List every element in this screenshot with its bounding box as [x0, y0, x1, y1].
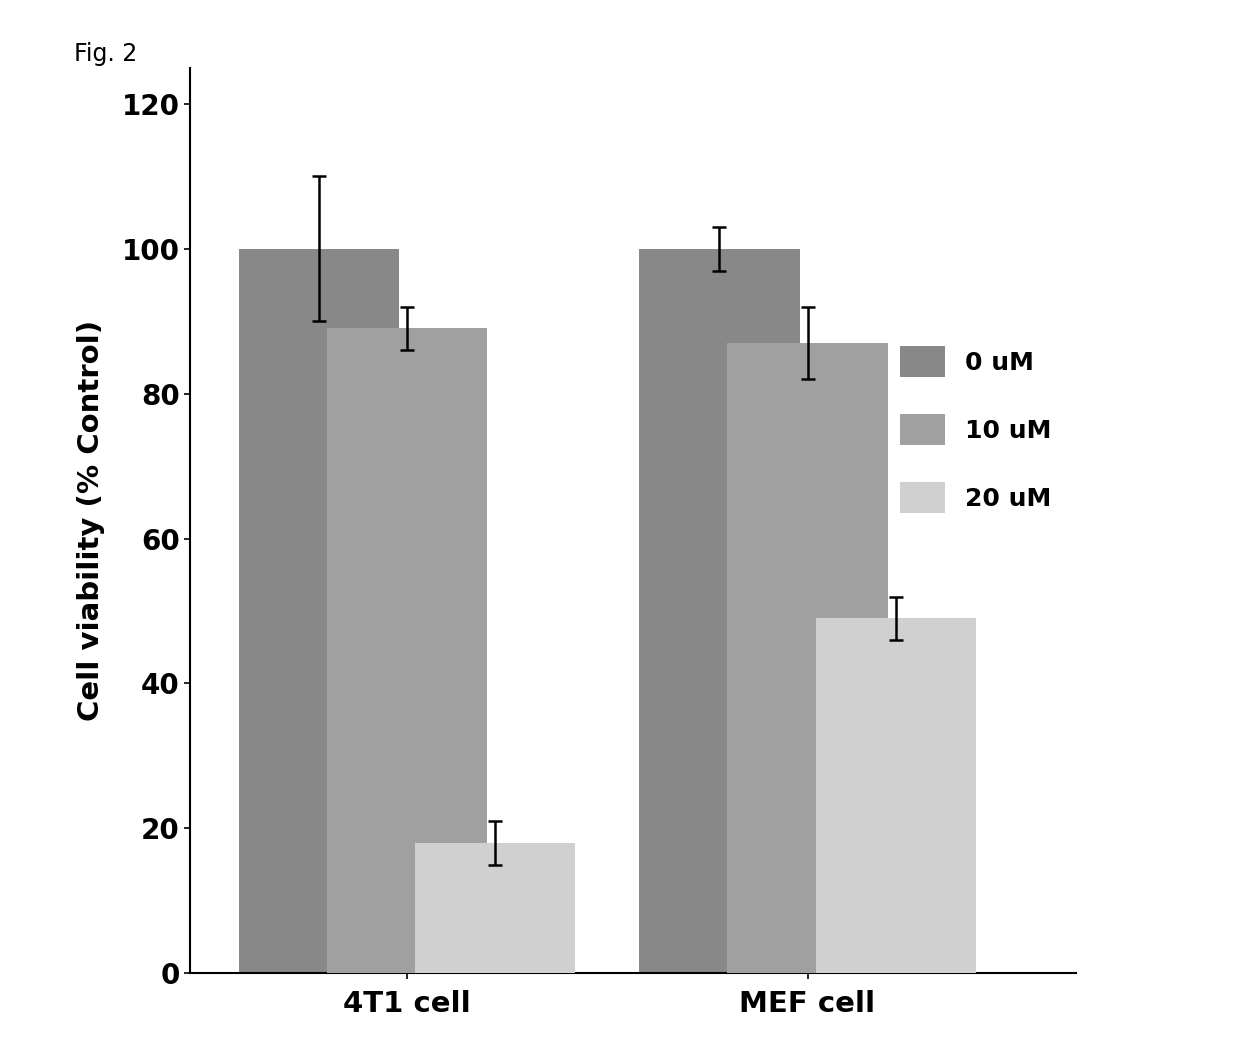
Bar — [640, 249, 800, 973]
Bar — [239, 249, 399, 973]
Y-axis label: Cell viability (% Control): Cell viability (% Control) — [77, 320, 105, 721]
Bar — [728, 343, 888, 973]
Legend: 0 uM, 10 uM, 20 uM: 0 uM, 10 uM, 20 uM — [888, 334, 1064, 525]
Text: Fig. 2: Fig. 2 — [74, 42, 138, 66]
Bar — [415, 843, 575, 973]
Bar — [327, 329, 487, 973]
Bar — [816, 619, 976, 973]
